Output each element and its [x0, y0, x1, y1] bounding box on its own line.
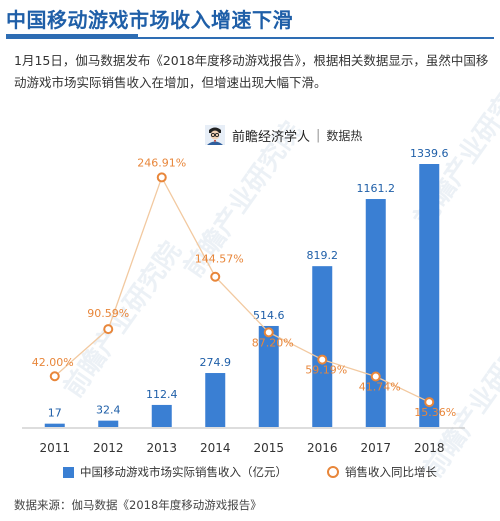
bar: [419, 164, 440, 427]
bar: [151, 404, 172, 427]
x-tick-label: 2018: [414, 441, 445, 455]
bar-value-label: 17: [48, 407, 62, 420]
bar-value-label: 514.6: [253, 309, 285, 322]
x-tick-label: 2014: [200, 441, 231, 455]
bar-swatch-icon: [63, 466, 74, 478]
growth-point: [317, 354, 328, 365]
x-tick-label: 2015: [253, 441, 284, 455]
bar: [98, 420, 119, 427]
growth-value-label: 42.00%: [32, 356, 74, 369]
growth-value-label: 41.74%: [359, 380, 401, 393]
title-divider-accent: [6, 34, 138, 38]
growth-point: [424, 397, 435, 408]
growth-point: [210, 271, 221, 282]
x-tick-label: 2013: [146, 441, 177, 455]
x-tick-label: 2011: [39, 441, 70, 455]
bar-value-label: 1339.6: [410, 147, 449, 160]
bar-value-label: 32.4: [96, 404, 121, 417]
bar-value-label: 819.2: [307, 249, 339, 262]
growth-line: [54, 175, 430, 403]
title-divider: [6, 37, 494, 39]
bar: [205, 373, 226, 427]
person-avatar-icon: [205, 125, 225, 145]
brand-name: 前瞻经济学人: [232, 129, 311, 145]
legend: 中国移动游戏市场实际销售收入（亿元） 销售收入同比增长: [0, 464, 500, 480]
bar: [312, 266, 333, 427]
legend-bar-label: 中国移动游戏市场实际销售收入（亿元）: [80, 465, 287, 479]
intro-paragraph: 1月15日，伽马数据发布《2018年度移动游戏报告》，根据相关数据显示，虽然中国…: [14, 53, 489, 90]
growth-point: [263, 327, 274, 338]
x-tick-label: 2017: [360, 441, 391, 455]
growth-value-label: 90.59%: [87, 307, 129, 320]
page-title: 中国移动游戏市场收入增速下滑: [6, 8, 293, 32]
growth-point: [103, 324, 114, 335]
legend-item-bar: 中国移动游戏市场实际销售收入（亿元）: [63, 464, 287, 480]
bar-value-label: 274.9: [200, 356, 232, 369]
bar: [44, 423, 65, 427]
brand-subtitle: 数据热: [326, 128, 363, 143]
data-source: 数据来源：伽马数据《2018年度移动游戏报告》: [14, 498, 262, 512]
brand-separator: |: [316, 127, 321, 143]
bar: [365, 199, 386, 427]
x-tick-label: 2016: [307, 441, 338, 455]
growth-value-label: 144.57%: [195, 253, 244, 266]
growth-value-label: 246.91%: [137, 156, 186, 169]
bar-value-label: 112.4: [146, 388, 178, 401]
legend-line-label: 销售收入同比增长: [345, 465, 437, 479]
growth-point: [156, 172, 167, 183]
growth-value-label: 87.20%: [252, 336, 294, 349]
legend-item-line: 销售收入同比增长: [327, 464, 437, 480]
x-tick-label: 2012: [93, 441, 124, 455]
bar: [258, 325, 279, 427]
growth-point: [370, 371, 381, 382]
growth-value-label: 59.19%: [305, 364, 347, 377]
growth-point: [49, 371, 60, 382]
growth-value-label: 15.36%: [414, 406, 456, 419]
line-marker-icon: [327, 466, 339, 478]
brand: 前瞻经济学人 | 数据热: [204, 124, 362, 146]
bar-value-label: 1161.2: [357, 182, 396, 195]
